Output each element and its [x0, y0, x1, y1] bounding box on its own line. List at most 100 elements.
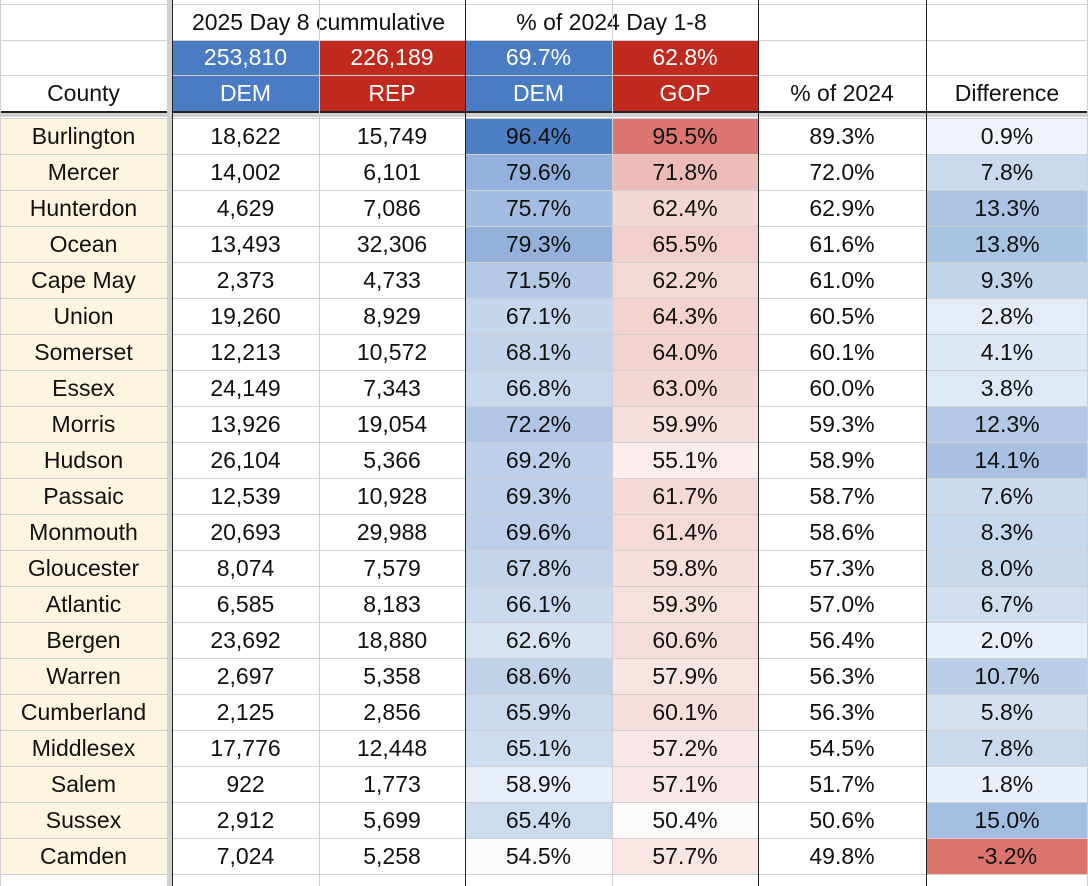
county-name[interactable]: Monmouth — [0, 514, 167, 550]
rep-votes[interactable]: 19,054 — [356, 410, 428, 437]
rep-votes[interactable]: 1,773 — [363, 770, 421, 797]
dem-votes[interactable]: 18,622 — [210, 122, 281, 149]
dem-votes[interactable]: 6,585 — [216, 590, 275, 617]
rep-votes[interactable]: 7,579 — [363, 554, 421, 581]
rep-votes[interactable]: 8,929 — [363, 302, 421, 329]
pct-of-2024[interactable]: 57.0% — [809, 590, 875, 617]
pct-of-2024[interactable]: 62.9% — [809, 194, 875, 221]
gop-pct[interactable]: 61.7% — [612, 478, 758, 514]
dem-pct[interactable]: 71.5% — [465, 262, 612, 298]
dem-pct[interactable]: 69.3% — [465, 478, 612, 514]
pct-of-2024[interactable]: 61.0% — [809, 266, 875, 293]
dem-pct[interactable]: 65.9% — [465, 694, 612, 730]
gop-pct[interactable]: 64.3% — [612, 298, 758, 334]
dem-pct[interactable]: 69.2% — [465, 442, 612, 478]
pct-of-2024[interactable]: 57.3% — [809, 554, 875, 581]
gop-pct[interactable]: 64.0% — [612, 334, 758, 370]
dem-votes[interactable]: 2,912 — [216, 806, 275, 833]
difference[interactable]: 8.3% — [926, 514, 1088, 550]
gop-pct[interactable]: 57.7% — [612, 838, 758, 874]
rep-votes[interactable]: 12,448 — [356, 734, 428, 761]
difference[interactable]: 15.0% — [926, 802, 1088, 838]
gop-pct[interactable]: 61.4% — [612, 514, 758, 550]
difference[interactable]: 0.9% — [926, 118, 1088, 154]
dem-votes[interactable]: 26,104 — [210, 446, 281, 473]
county-name[interactable]: Camden — [0, 838, 167, 874]
gop-pct[interactable]: 62.4% — [612, 190, 758, 226]
difference[interactable]: 12.3% — [926, 406, 1088, 442]
dem-votes[interactable]: 2,373 — [216, 266, 275, 293]
rep-votes[interactable]: 10,572 — [356, 338, 428, 365]
gop-pct[interactable]: 57.2% — [612, 730, 758, 766]
county-name[interactable]: Gloucester — [0, 550, 167, 586]
difference[interactable]: 14.1% — [926, 442, 1088, 478]
gop-pct[interactable]: 95.5% — [612, 118, 758, 154]
dem-votes[interactable]: 2,125 — [216, 698, 275, 725]
dem-pct[interactable]: 75.7% — [465, 190, 612, 226]
pct-of-2024[interactable]: 54.5% — [809, 734, 875, 761]
dem-pct[interactable]: 69.6% — [465, 514, 612, 550]
dem-pct[interactable]: 65.4% — [465, 802, 612, 838]
difference[interactable]: -3.2% — [926, 838, 1088, 874]
difference[interactable]: 13.8% — [926, 226, 1088, 262]
gop-pct[interactable]: 63.0% — [612, 370, 758, 406]
dem-pct[interactable]: 79.6% — [465, 154, 612, 190]
county-name[interactable]: Atlantic — [0, 586, 167, 622]
dem-votes[interactable]: 19,260 — [210, 302, 281, 329]
dem-pct[interactable]: 62.6% — [465, 622, 612, 658]
difference[interactable]: 9.3% — [926, 262, 1088, 298]
rep-votes[interactable]: 4,733 — [363, 266, 421, 293]
county-name[interactable]: Cape May — [0, 262, 167, 298]
gop-pct[interactable]: 71.8% — [612, 154, 758, 190]
dem-votes[interactable]: 12,539 — [210, 482, 281, 509]
difference[interactable]: 8.0% — [926, 550, 1088, 586]
pct-of-2024[interactable]: 89.3% — [809, 122, 875, 149]
dem-pct[interactable]: 79.3% — [465, 226, 612, 262]
difference[interactable]: 10.7% — [926, 658, 1088, 694]
pct-of-2024[interactable]: 56.3% — [809, 662, 875, 689]
rep-votes[interactable]: 6,101 — [363, 158, 421, 185]
dem-votes[interactable]: 17,776 — [210, 734, 281, 761]
difference[interactable]: 7.8% — [926, 730, 1088, 766]
county-name[interactable]: Union — [0, 298, 167, 334]
dem-votes[interactable]: 24,149 — [210, 374, 281, 401]
county-name[interactable]: Mercer — [0, 154, 167, 190]
dem-votes[interactable]: 2,697 — [216, 662, 275, 689]
gop-pct[interactable]: 60.1% — [612, 694, 758, 730]
county-name[interactable]: Salem — [0, 766, 167, 802]
dem-pct[interactable]: 68.1% — [465, 334, 612, 370]
dem-pct[interactable]: 68.6% — [465, 658, 612, 694]
pct-of-2024[interactable]: 60.5% — [809, 302, 875, 329]
rep-votes[interactable]: 18,880 — [356, 626, 428, 653]
rep-votes[interactable]: 29,988 — [356, 518, 428, 545]
rep-votes[interactable]: 2,856 — [363, 698, 421, 725]
pct-of-2024[interactable]: 60.1% — [809, 338, 875, 365]
dem-votes[interactable]: 14,002 — [210, 158, 281, 185]
pct-of-2024[interactable]: 58.7% — [809, 482, 875, 509]
pct-of-2024[interactable]: 61.6% — [809, 230, 875, 257]
rep-votes[interactable]: 7,086 — [363, 194, 421, 221]
county-name[interactable]: Warren — [0, 658, 167, 694]
pct-of-2024[interactable]: 50.6% — [809, 806, 875, 833]
county-name[interactable]: Sussex — [0, 802, 167, 838]
dem-votes[interactable]: 7,024 — [216, 842, 275, 869]
county-name[interactable]: Bergen — [0, 622, 167, 658]
pct-of-2024[interactable]: 58.9% — [809, 446, 875, 473]
difference[interactable]: 7.8% — [926, 154, 1088, 190]
difference[interactable]: 5.8% — [926, 694, 1088, 730]
dem-votes[interactable]: 20,693 — [210, 518, 281, 545]
dem-pct[interactable]: 58.9% — [465, 766, 612, 802]
gop-pct[interactable]: 57.1% — [612, 766, 758, 802]
dem-pct[interactable]: 66.8% — [465, 370, 612, 406]
difference[interactable]: 6.7% — [926, 586, 1088, 622]
pct-of-2024[interactable]: 56.4% — [809, 626, 875, 653]
dem-votes[interactable]: 23,692 — [210, 626, 281, 653]
gop-pct[interactable]: 57.9% — [612, 658, 758, 694]
pct-of-2024[interactable]: 59.3% — [809, 410, 875, 437]
difference[interactable]: 4.1% — [926, 334, 1088, 370]
difference[interactable]: 2.0% — [926, 622, 1088, 658]
dem-pct[interactable]: 67.8% — [465, 550, 612, 586]
county-name[interactable]: Morris — [0, 406, 167, 442]
gop-pct[interactable]: 62.2% — [612, 262, 758, 298]
gop-pct[interactable]: 65.5% — [612, 226, 758, 262]
